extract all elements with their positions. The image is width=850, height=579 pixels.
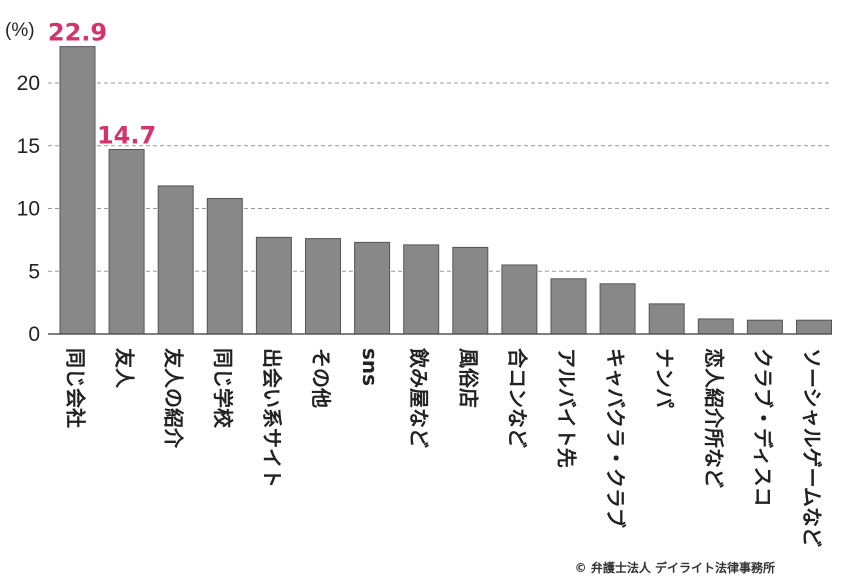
category-label: 同じ会社 [64,348,88,428]
y-tick-label: 10 [17,198,40,221]
y-tick-label: 15 [17,135,40,158]
category-label: ナンパ [653,348,677,408]
bar [354,241,391,335]
bars [59,46,832,335]
bar [452,246,489,335]
bar [157,185,194,335]
category-label: 友人の紹介 [162,348,186,449]
category-labels: 同じ会社 友人 友人の紹介 同じ学校 出会い系サイト その他 sns 飲み屋など 風俗店 合コンな… [64,347,825,547]
category-label: 出会い系サイト [260,348,284,488]
bar [599,283,636,335]
copyright-credit: © 弁護士法人 デイライト法律事務所 [575,560,775,575]
bar [255,236,292,335]
category-label: 飲み屋など [407,347,431,448]
y-tick-label: 5 [28,260,40,283]
bar [746,319,783,335]
category-label: 合コンなど [505,348,529,448]
bar [697,318,734,335]
category-label: 友人 [113,348,137,389]
bar [206,197,243,335]
y-axis-ticks: 0 5 10 15 20 [17,72,40,346]
category-label: その他 [309,348,333,408]
y-tick-label: 20 [17,72,40,95]
bar [796,319,832,335]
bar [501,264,538,335]
bar [648,303,685,335]
bar [59,46,96,335]
data-labels: 22.9 14.7 [48,19,156,150]
bar [108,149,145,335]
bar [550,278,587,335]
category-label: 同じ学校 [211,348,235,429]
y-tick-label: 0 [28,323,40,346]
bar [403,244,440,335]
category-label: アルバイト先 [555,348,579,468]
category-label: ソーシャルゲームなど [800,348,824,547]
data-label: 22.9 [48,19,107,47]
category-label: sns [358,348,382,386]
category-label: 恋人紹介所など [702,348,726,488]
category-label: キャバクラ・クラブ [604,348,628,528]
data-label: 14.7 [97,122,156,150]
grid-lines [48,82,832,272]
category-label: クラブ・ディスコ [751,348,775,507]
y-axis-unit: (%) [5,20,35,41]
category-label: 風俗店 [456,348,480,408]
bar [305,238,341,335]
